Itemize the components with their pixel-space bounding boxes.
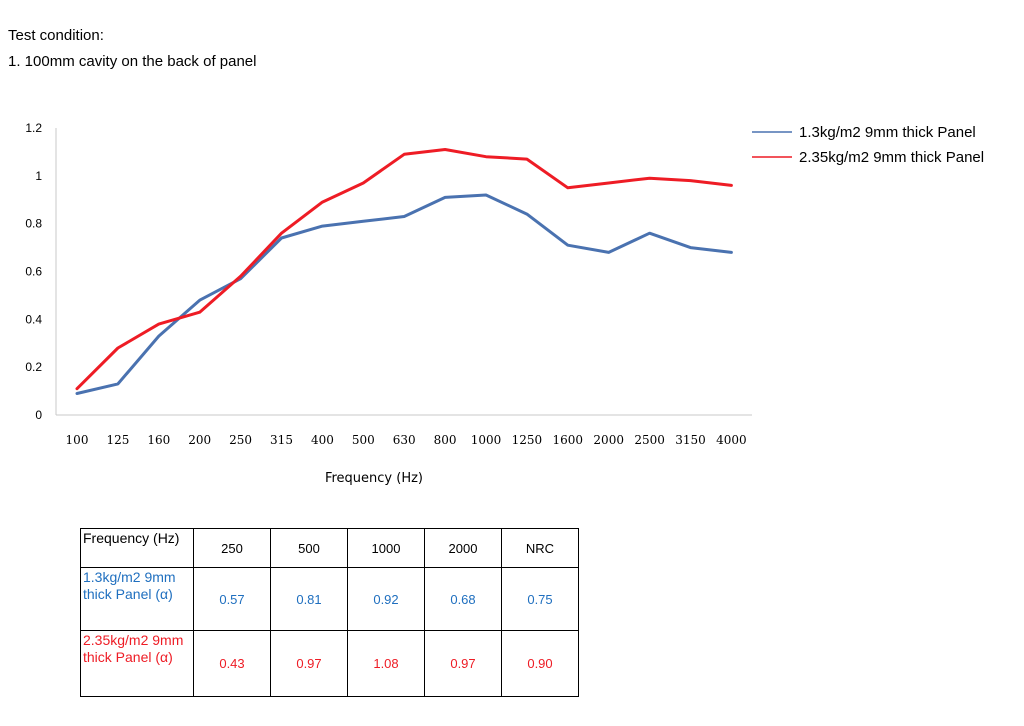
table-header-cell: 1000 (347, 528, 425, 568)
table-cell: 1.08 (347, 630, 425, 697)
x-tick-label: 3150 (675, 433, 706, 447)
series-line-2 (75, 148, 733, 391)
table-cell: 0.92 (347, 567, 425, 631)
legend-label: 2.35kg/m2 9mm thick Panel (799, 149, 984, 166)
table-header-cell: Frequency (Hz) (80, 528, 194, 568)
table-cell: 0.90 (501, 630, 579, 697)
table-cell: 0.68 (424, 567, 502, 631)
y-tick-label: 0.4 (25, 312, 42, 326)
table-row: 2.35kg/m2 9mm thick Panel (α) 0.43 0.97 … (80, 630, 579, 697)
absorption-line-chart: 0 0.2 0.4 0.6 0.8 1 1.2 100 125 160 200 250 315 400 5… (25, 121, 984, 486)
table-header-cell: 2000 (424, 528, 502, 568)
table-cell: 0.43 (193, 630, 271, 697)
table-header-cell: 250 (193, 528, 271, 568)
x-tick-label: 160 (147, 433, 170, 447)
condition-line-1: 1. 100mm cavity on the back of panel (8, 53, 257, 70)
table-header-cell: NRC (501, 528, 579, 568)
table-header-row: Frequency (Hz) 250 500 1000 2000 NRC (80, 528, 579, 568)
x-tick-label: 250 (229, 433, 252, 447)
y-tick-label: 0 (35, 408, 42, 422)
table-header-cell: 500 (270, 528, 348, 568)
x-tick-label: 100 (66, 433, 89, 447)
table-cell: 0.97 (424, 630, 502, 697)
x-tick-label: 2000 (593, 433, 624, 447)
x-tick-label: 800 (434, 433, 457, 447)
x-tick-label: 400 (311, 433, 334, 447)
x-tick-label: 630 (393, 433, 416, 447)
absorption-table: Frequency (Hz) 250 500 1000 2000 NRC 1.3… (80, 528, 579, 697)
x-tick-label: 200 (188, 433, 211, 447)
row-label: 1.3kg/m2 9mm thick Panel (α) (80, 567, 194, 631)
x-axis-label: Frequency (Hz) (325, 471, 423, 486)
table-cell: 0.75 (501, 567, 579, 631)
x-tick-label: 315 (270, 433, 293, 447)
x-tick-label: 1250 (512, 433, 543, 447)
series-line-1 (75, 193, 733, 395)
table-row: 1.3kg/m2 9mm thick Panel (α) 0.57 0.81 0… (80, 567, 579, 631)
row-label: 2.35kg/m2 9mm thick Panel (α) (80, 630, 194, 697)
x-tick-label: 500 (352, 433, 375, 447)
y-tick-label: 0.2 (25, 360, 42, 374)
y-tick-label: 1.2 (25, 121, 42, 135)
x-tick-label: 4000 (716, 433, 747, 447)
x-tick-label: 125 (106, 433, 129, 447)
legend-label: 1.3kg/m2 9mm thick Panel (799, 124, 976, 141)
y-tick-label: 0.8 (25, 217, 42, 231)
table-cell: 0.57 (193, 567, 271, 631)
x-tick-label: 1000 (471, 433, 502, 447)
condition-heading: Test condition: (8, 27, 104, 44)
table-cell: 0.97 (270, 630, 348, 697)
y-tick-label: 1 (35, 169, 42, 183)
table-cell: 0.81 (270, 567, 348, 631)
y-tick-label: 0.6 (25, 265, 42, 279)
x-tick-label: 2500 (634, 433, 665, 447)
x-tick-label: 1600 (553, 433, 584, 447)
